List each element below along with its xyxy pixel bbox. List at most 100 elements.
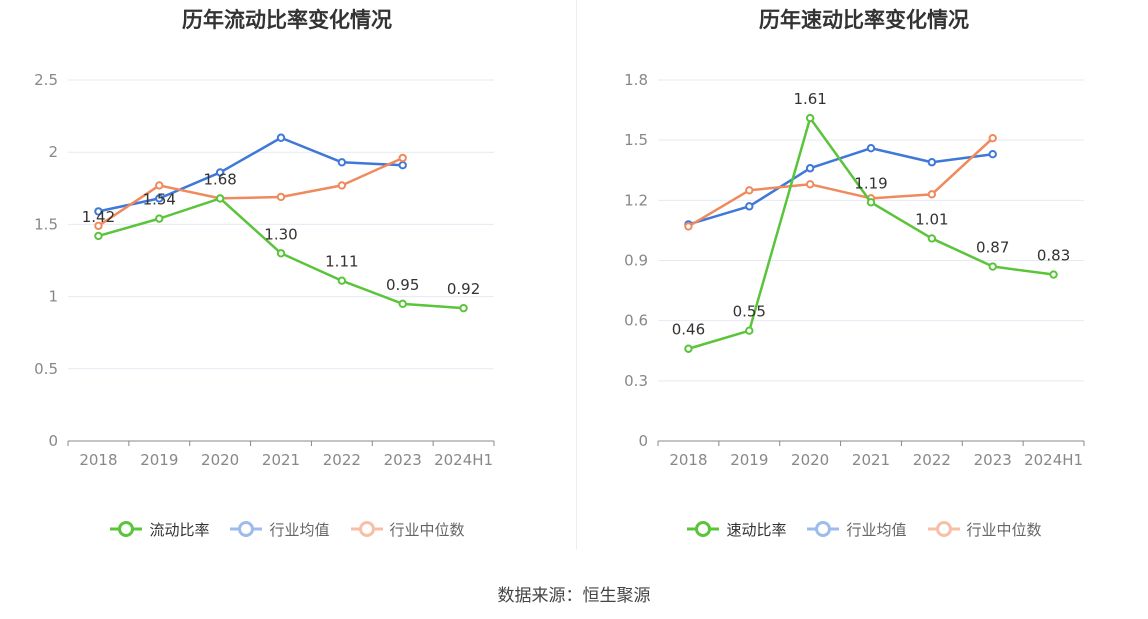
data-label: 0.95: [386, 276, 419, 294]
x-tick-label: 2024H1: [434, 451, 493, 469]
data-point: [459, 303, 468, 313]
x-tick-label: 2023: [384, 451, 422, 469]
data-point: [94, 231, 103, 241]
data-point: [927, 190, 937, 199]
data-point: [94, 221, 103, 231]
x-tick-label: 2020: [791, 451, 829, 469]
data-point: [337, 158, 347, 167]
x-tick-label: 2021: [852, 451, 890, 469]
data-point: [155, 214, 164, 223]
data-label: 1.30: [264, 225, 297, 243]
data-label: 1.01: [915, 210, 948, 228]
x-tick-label: 2023: [974, 451, 1012, 469]
data-point: [745, 326, 754, 335]
x-tick-label: 2021: [262, 451, 300, 469]
legend-swatch-icon: [350, 521, 383, 537]
y-tick-label: 2: [48, 143, 58, 161]
chart-plot-quick-ratio: 0 0.3 0.6 0.9 1.2 1.5 1.8 2018 2019 2020 2021 2022 2…: [624, 71, 1085, 469]
legend-swatch-icon: [687, 521, 720, 537]
legend-label: 行业中位数: [966, 520, 1042, 539]
x-tick-label: 2020: [201, 451, 239, 469]
data-point: [215, 168, 225, 177]
legend-label: 流动比率: [149, 520, 210, 539]
y-tick-label: 0.6: [624, 312, 648, 330]
chart-panel-quick-ratio: 历年速动比率变化情况 0 0.3 0.6 0.9 1.2 1.5 1.8 2018 2019 20…: [577, 0, 1148, 560]
data-label: 1.11: [325, 253, 358, 271]
data-point: [805, 113, 815, 123]
x-tick-label: 2022: [913, 451, 951, 469]
data-point: [866, 198, 876, 207]
data-point: [398, 160, 407, 170]
x-tick-label: 2019: [140, 451, 178, 469]
data-label: 1.42: [82, 208, 115, 226]
legend-label: 行业均值: [846, 520, 907, 539]
chart-title: 历年速动比率变化情况: [759, 8, 969, 32]
legend-label: 速动比率: [726, 520, 787, 539]
data-point: [215, 194, 225, 203]
x-tick-label: 2018: [669, 451, 707, 469]
data-point: [805, 164, 815, 173]
y-tick-label: 0.9: [624, 252, 648, 270]
y-tick-label: 1.5: [34, 215, 58, 233]
data-label: 0.46: [672, 321, 705, 339]
data-label: 1.19: [854, 174, 887, 192]
y-tick-label: 1.8: [624, 71, 648, 89]
data-point: [988, 262, 997, 271]
data-point: [684, 222, 693, 231]
data-label: 0.92: [447, 280, 480, 298]
data-label: 1.68: [203, 170, 236, 188]
data-point: [398, 153, 407, 163]
y-tick-label: 1.2: [624, 191, 648, 209]
legend-swatch-icon: [927, 521, 960, 537]
chart-plot-current-ratio: 0 0.5 1 1.5 2 2.5 2018 2019 2020 2021 2022 2023 2024…: [34, 71, 495, 469]
data-point: [745, 186, 754, 195]
legend-item-series-0[interactable]: 流动比率: [109, 518, 209, 540]
data-point: [155, 194, 164, 203]
legend-swatch-icon: [230, 521, 263, 537]
series-line-2: [687, 137, 994, 228]
data-point: [988, 133, 997, 143]
data-point: [337, 181, 347, 190]
data-label: 1.54: [143, 191, 176, 209]
data-point: [398, 299, 407, 309]
legend-label: 行业中位数: [389, 520, 465, 539]
data-point: [94, 207, 103, 216]
data-point: [866, 143, 876, 153]
data-point: [684, 344, 693, 353]
legend-item-series-0[interactable]: 速动比率: [686, 518, 786, 540]
legend-item-series-2[interactable]: 行业中位数: [350, 518, 465, 540]
legend-label: 行业均值: [269, 520, 330, 539]
data-point: [1049, 270, 1058, 279]
data-point: [276, 192, 286, 202]
data-label: 0.87: [976, 239, 1009, 257]
y-tick-label: 0.3: [624, 372, 648, 390]
data-point: [805, 180, 815, 189]
x-tick-label: 2018: [79, 451, 117, 469]
data-point: [745, 202, 754, 211]
data-point: [927, 158, 937, 167]
data-label: 0.55: [733, 303, 766, 321]
data-point: [337, 276, 347, 285]
y-tick-label: 1: [48, 288, 58, 306]
y-tick-label: 0: [48, 432, 58, 450]
x-tick-label: 2022: [323, 451, 361, 469]
x-tick-label: 2019: [730, 451, 768, 469]
legend: 流动比率 行业均值 行业中位数: [0, 518, 574, 540]
y-tick-label: 1.5: [624, 131, 648, 149]
data-point: [988, 150, 997, 159]
legend-item-series-1[interactable]: 行业均值: [806, 518, 907, 540]
series-line-1: [98, 136, 403, 213]
legend-swatch-icon: [807, 521, 840, 537]
series-line-2: [97, 156, 404, 227]
chart-title: 历年流动比率变化情况: [182, 8, 392, 32]
legend-item-series-1[interactable]: 行业均值: [229, 518, 330, 540]
x-tick-label: 2024H1: [1024, 451, 1083, 469]
legend: 速动比率 行业均值 行业中位数: [577, 518, 1148, 540]
data-point: [155, 181, 164, 190]
y-tick-label: 0: [638, 432, 648, 450]
y-tick-label: 2.5: [34, 71, 58, 89]
legend-item-series-2[interactable]: 行业中位数: [927, 518, 1042, 540]
data-label: 1.61: [793, 90, 826, 108]
data-point: [927, 234, 937, 243]
data-label: 0.83: [1037, 247, 1070, 265]
